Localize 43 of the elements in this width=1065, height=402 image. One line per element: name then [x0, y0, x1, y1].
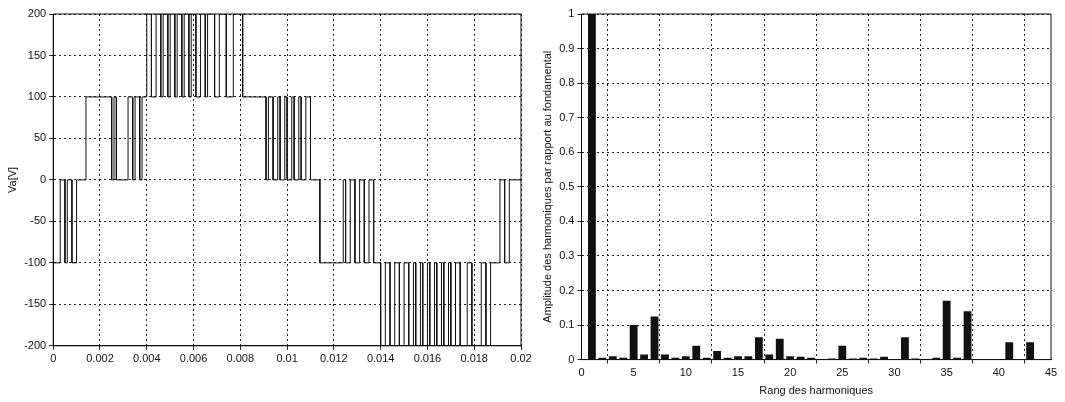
x-tick-label: 10	[679, 366, 692, 379]
x-tick-label: 0.004	[133, 352, 161, 365]
y-tick-label: 0.6	[559, 145, 575, 158]
y-tick-label: 0.7	[559, 110, 575, 123]
x-tick-label: 0	[578, 366, 585, 379]
x-tick-label: 30	[888, 366, 901, 379]
y-tick-label: 0.1	[559, 318, 575, 331]
y-tick-label: 0	[40, 172, 47, 185]
x-tick-label: 0.01	[276, 352, 298, 365]
x-tick-label: 20	[784, 366, 797, 379]
x-tick-label: 15	[731, 366, 745, 379]
y-tick-label: 0.5	[559, 179, 575, 192]
y-tick-label: 0.4	[559, 214, 575, 227]
y-tick-label: 150	[27, 48, 47, 61]
x-tick-label: 0.008	[226, 352, 255, 365]
x-tick-label: 5	[630, 366, 637, 379]
y-tick-label: 100	[27, 89, 47, 102]
y-axis-title: Va[V]	[5, 166, 18, 193]
x-axis-title: Rang des harmoniques	[759, 384, 874, 397]
y-axis-title: Amplitude des harmoniques par rapport au fondamental	[540, 50, 553, 323]
x-tick-label: 0.016	[413, 352, 442, 365]
y-tick-label: -100	[24, 255, 47, 268]
y-tick-label: -50	[30, 214, 47, 227]
x-tick-label: 0.018	[460, 352, 488, 365]
x-tick-label: 0.002	[86, 352, 114, 365]
x-tick-label: 0.012	[320, 352, 348, 365]
x-tick-label: 0	[50, 352, 57, 365]
y-tick-label: 0.9	[559, 41, 575, 54]
y-tick-label: 50	[33, 131, 47, 144]
x-tick-label: 0.02	[510, 352, 532, 365]
x-tick-label: 40	[992, 366, 1005, 379]
x-tick-label: 25	[836, 366, 849, 379]
y-tick-label: 0.2	[559, 283, 575, 296]
y-tick-label: -150	[24, 297, 47, 310]
x-tick-label: 0.006	[179, 352, 208, 365]
y-tick-label: 1	[568, 7, 575, 20]
x-tick-label: 0.014	[366, 352, 395, 365]
y-tick-label: 0.8	[559, 76, 575, 89]
x-tick-label: 45	[1044, 366, 1058, 379]
y-tick-label: 200	[27, 7, 47, 20]
x-tick-label: 35	[940, 366, 953, 379]
y-tick-label: -200	[24, 338, 47, 351]
y-tick-label: 0.3	[559, 248, 575, 261]
